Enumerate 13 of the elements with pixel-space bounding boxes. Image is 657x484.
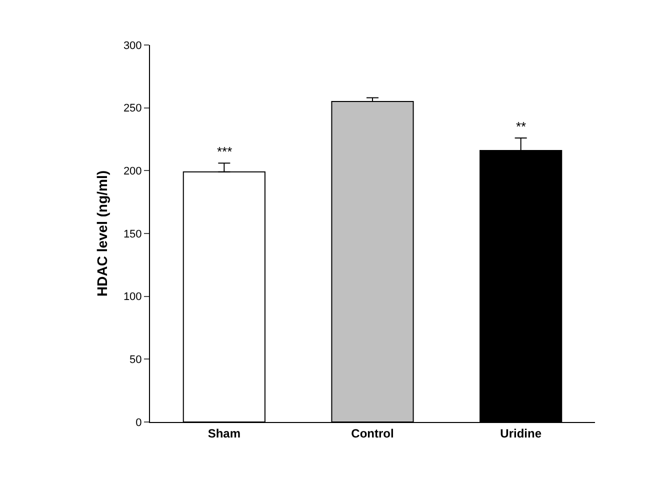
y-tick-label: 0 (136, 416, 142, 429)
y-axis-title: HDAC level (ng/ml) (94, 170, 110, 297)
y-tick-label: 300 (123, 40, 142, 52)
x-tick-label: Control (351, 426, 394, 440)
annotation: *** (217, 144, 232, 159)
y-tick-label: 200 (123, 166, 142, 178)
x-tick-label: Uridine (500, 426, 542, 440)
y-tick-label: 150 (123, 228, 142, 240)
annotation: ** (516, 119, 526, 134)
y-tick-label: 100 (123, 291, 142, 304)
y-tick-label: 250 (123, 102, 142, 115)
y-tick-label: 50 (130, 354, 142, 366)
x-tick-label: Sham (208, 426, 241, 440)
